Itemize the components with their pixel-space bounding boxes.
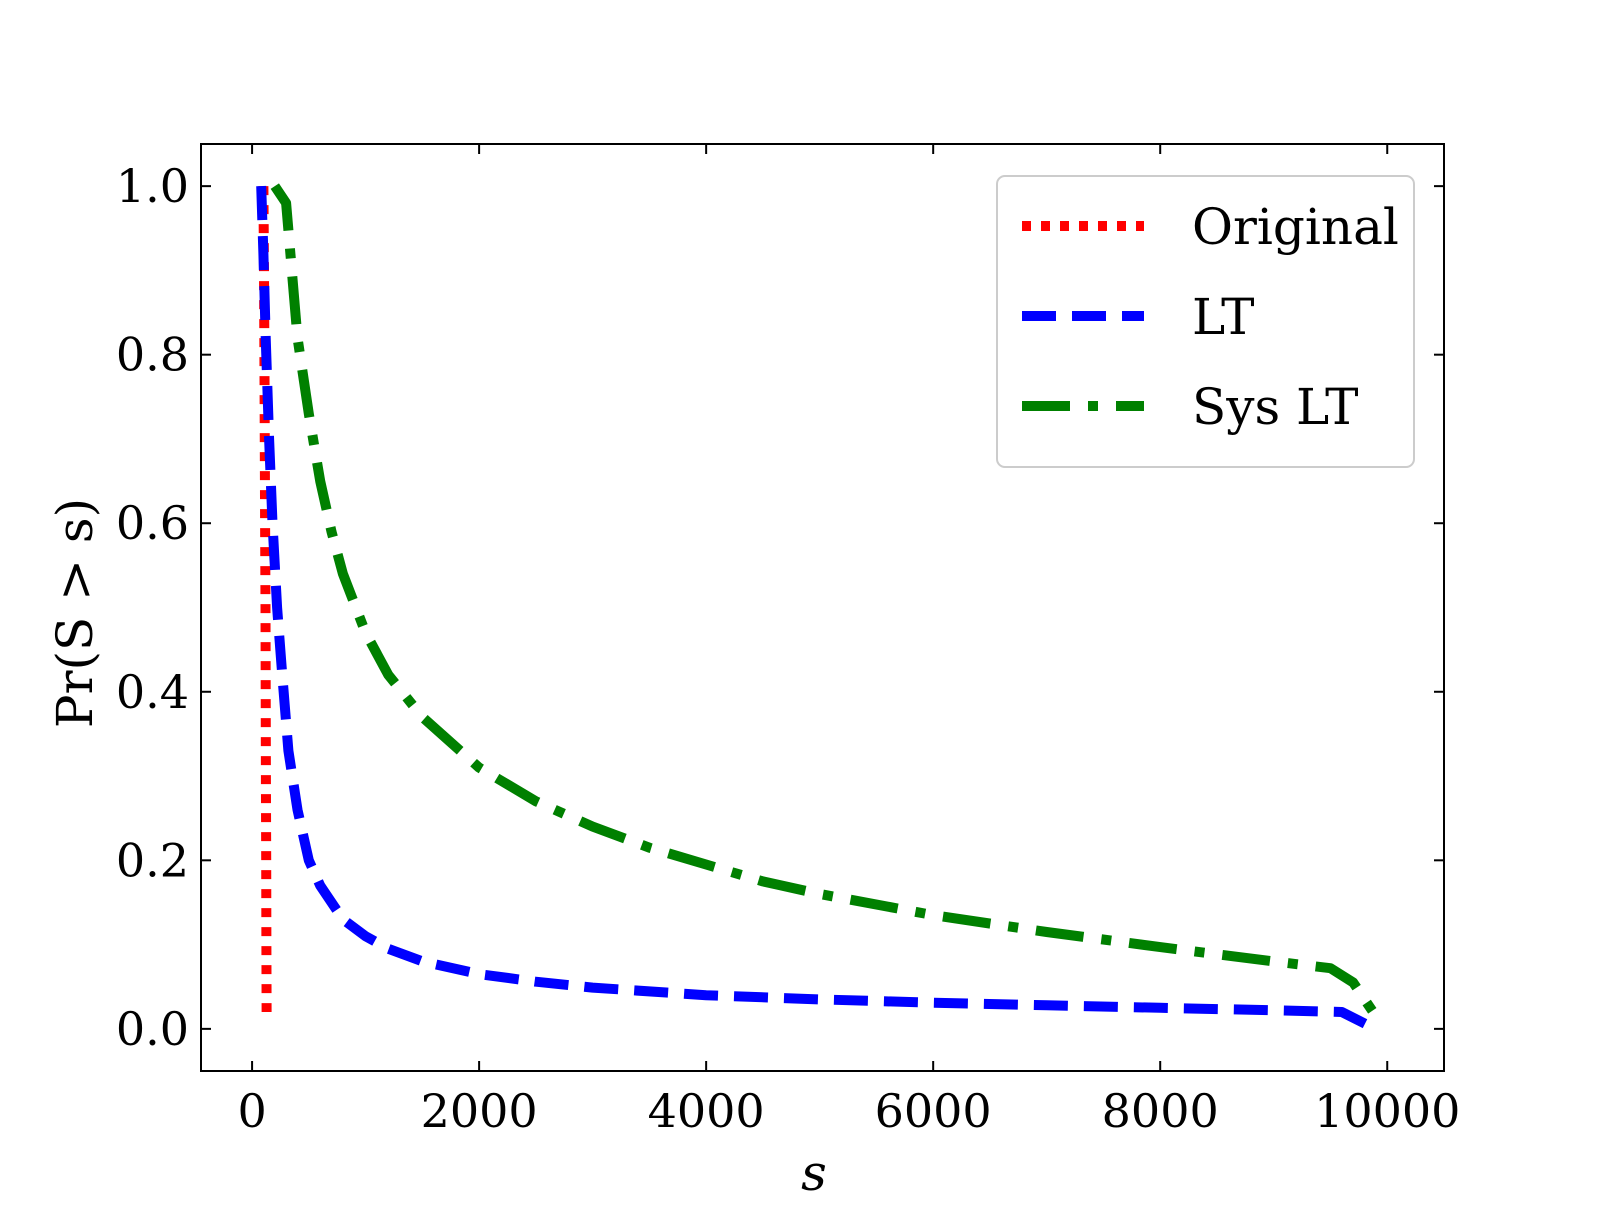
axes: 0 2000 4000 6000 8000 10000 0.0 0.2 0.4 0.6 0.8 1.0 bbox=[116, 143, 1460, 1138]
legend-box bbox=[996, 175, 1415, 468]
legend-label: Sys LT bbox=[1192, 378, 1359, 436]
x-tick-label: 8000 bbox=[1102, 1084, 1219, 1138]
x-tick-label: 10000 bbox=[1314, 1084, 1460, 1138]
y-tick-label: 0.8 bbox=[116, 328, 189, 382]
y-tick-label: 1.0 bbox=[116, 159, 189, 213]
y-axis-title: Pr(S > s) bbox=[46, 498, 104, 728]
x-tick-label: 2000 bbox=[421, 1084, 538, 1138]
x-tick-label: 4000 bbox=[648, 1084, 765, 1138]
legend-label: LT bbox=[1192, 288, 1254, 346]
series-line-original bbox=[258, 186, 272, 1013]
y-tick-label: 0.2 bbox=[116, 833, 189, 887]
x-tick-label: 6000 bbox=[875, 1084, 992, 1138]
x-axis-title: s bbox=[801, 1144, 827, 1200]
y-tick-label: 0.6 bbox=[116, 496, 189, 550]
legend-label: Original bbox=[1192, 198, 1399, 256]
plot-frame bbox=[200, 143, 1445, 1072]
x-tick-label: 0 bbox=[237, 1084, 266, 1138]
series-line-lt bbox=[256, 185, 1373, 1031]
y-tick-label: 0.4 bbox=[116, 665, 189, 719]
y-tick-label: 0.0 bbox=[116, 1002, 189, 1056]
plot-area bbox=[256, 183, 1381, 1031]
series-line-sys-lt bbox=[270, 183, 1381, 1019]
legend: Original LT Sys LT bbox=[996, 175, 1415, 468]
